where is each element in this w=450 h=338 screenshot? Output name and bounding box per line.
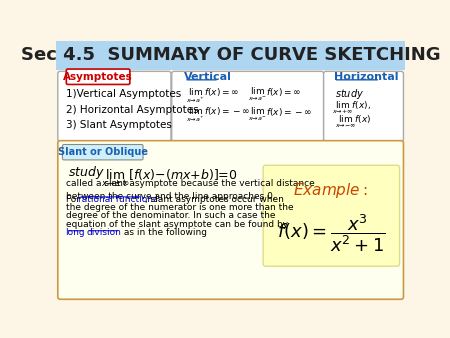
Text: Sec 4.5  SUMMARY OF CURVE SKETCHING: Sec 4.5 SUMMARY OF CURVE SKETCHING [21,46,441,64]
Text: $\lim_{x\to a^+} f(x) = -\infty$: $\lim_{x\to a^+} f(x) = -\infty$ [186,106,251,124]
Text: called a slant asymptote because the vertical distance
between the curve and the: called a slant asymptote because the ver… [66,179,314,201]
Text: Asymptotes: Asymptotes [63,72,133,82]
Text: as in the following: as in the following [122,228,207,237]
Text: $\mathit{Example:}$: $\mathit{Example:}$ [292,182,367,200]
Text: Horizontal: Horizontal [334,72,398,82]
Text: $\lim_{x\to+\infty} f(x),$: $\lim_{x\to+\infty} f(x),$ [332,99,371,116]
Text: long: long [66,228,85,237]
Text: $\mathit{study}$: $\mathit{study}$ [335,87,364,101]
FancyBboxPatch shape [56,41,405,70]
FancyBboxPatch shape [66,69,130,84]
Text: $\lim_{x\to a^-} f(x) = \infty$: $\lim_{x\to a^-} f(x) = \infty$ [248,87,302,103]
Text: the degree of the numerator is one more than the: the degree of the numerator is one more … [66,203,293,212]
FancyBboxPatch shape [63,145,143,160]
FancyBboxPatch shape [172,71,324,141]
Text: For: For [66,195,82,203]
Text: rational functions: rational functions [78,195,158,203]
Text: $\mathit{study}$: $\mathit{study}$ [68,164,105,181]
Text: $\lim_{x\to-\infty} f(x)$: $\lim_{x\to-\infty} f(x)$ [335,114,372,130]
Text: , slant asymptotes occur when: , slant asymptotes occur when [144,195,284,203]
FancyBboxPatch shape [324,71,404,141]
Text: $\lim_{x\to a^+} f(x) = \infty$: $\lim_{x\to a^+} f(x) = \infty$ [186,87,240,105]
Text: 1)Vertical Asymptotes
2) Horizontal Asymptotes
3) Slant Asymptotes: 1)Vertical Asymptotes 2) Horizontal Asym… [66,89,198,130]
Text: division: division [86,228,122,237]
Text: equation of the slant asymptote can be found by: equation of the slant asymptote can be f… [66,220,291,229]
Text: Vertical: Vertical [184,72,232,82]
FancyBboxPatch shape [58,71,171,141]
Text: $\lim_{x\to\pm\infty}\left[f(x)-(mx+b)\right]=0$: $\lim_{x\to\pm\infty}\left[f(x)-(mx+b)\r… [101,167,238,189]
FancyBboxPatch shape [58,141,404,299]
Text: Slant or Oblique: Slant or Oblique [58,147,148,157]
Text: degree of the denominator. In such a case the: degree of the denominator. In such a cas… [66,212,275,220]
Text: $f(x) = \dfrac{x^3}{x^2+1}$: $f(x) = \dfrac{x^3}{x^2+1}$ [277,212,386,254]
Text: $\lim_{x\to a^-} f(x) = -\infty$: $\lim_{x\to a^-} f(x) = -\infty$ [248,106,313,123]
FancyBboxPatch shape [263,165,400,266]
